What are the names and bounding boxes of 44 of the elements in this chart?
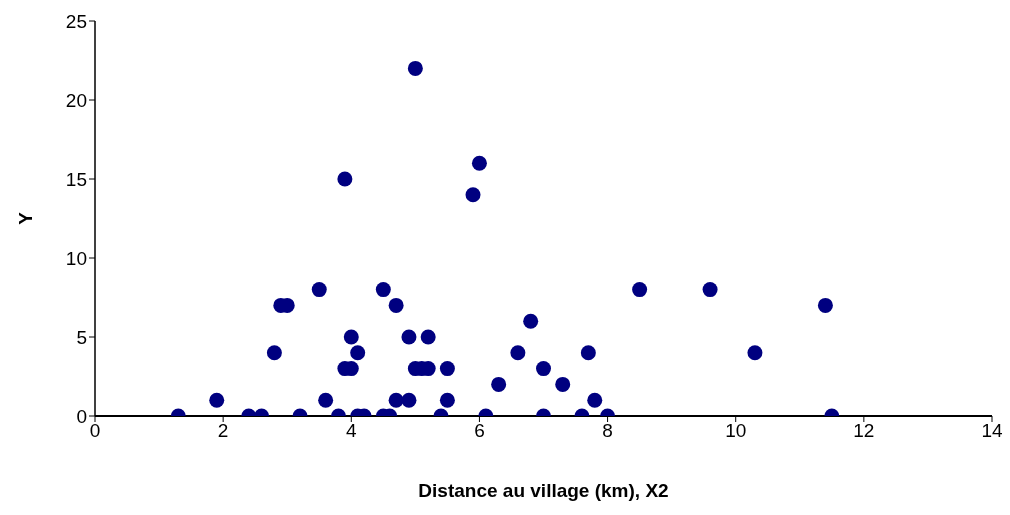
point <box>510 345 526 361</box>
x-tick-label: 2 <box>217 420 229 442</box>
point <box>471 155 487 171</box>
point <box>375 282 391 298</box>
point <box>465 187 481 203</box>
point <box>337 171 353 187</box>
point <box>439 392 455 408</box>
point <box>702 282 718 298</box>
point <box>266 345 282 361</box>
point <box>350 345 366 361</box>
y-axis-title: Y <box>14 211 36 225</box>
point <box>420 329 436 345</box>
point <box>523 313 539 329</box>
point <box>555 376 571 392</box>
point <box>311 282 327 298</box>
point <box>401 329 417 345</box>
x-axis-title: Distance au village (km), X2 <box>418 480 669 501</box>
x-tick-label: 4 <box>346 420 357 442</box>
point <box>817 297 833 313</box>
x-tick-label: 8 <box>602 420 613 442</box>
x-tick-label: 6 <box>474 420 485 442</box>
point <box>632 282 648 298</box>
point <box>318 392 334 408</box>
x-tick-label: 10 <box>725 420 747 442</box>
y-tick-label: 15 <box>65 168 87 190</box>
point <box>407 60 423 76</box>
y-tick-label: 20 <box>65 89 87 111</box>
y-tick-label: 25 <box>65 10 87 32</box>
point <box>439 361 455 377</box>
point <box>343 329 359 345</box>
point <box>587 392 603 408</box>
point <box>536 361 551 377</box>
y-tick-label: 10 <box>65 247 87 269</box>
y-tick-label: 0 <box>76 405 87 427</box>
x-tick-label: 14 <box>981 420 1003 442</box>
point <box>388 392 404 408</box>
point <box>580 345 596 361</box>
point <box>209 392 225 408</box>
point <box>388 297 404 313</box>
point <box>401 392 417 408</box>
y-tick-label: 5 <box>76 326 87 348</box>
point <box>491 376 507 392</box>
x-tick-label: 12 <box>853 420 875 442</box>
point <box>747 345 763 361</box>
